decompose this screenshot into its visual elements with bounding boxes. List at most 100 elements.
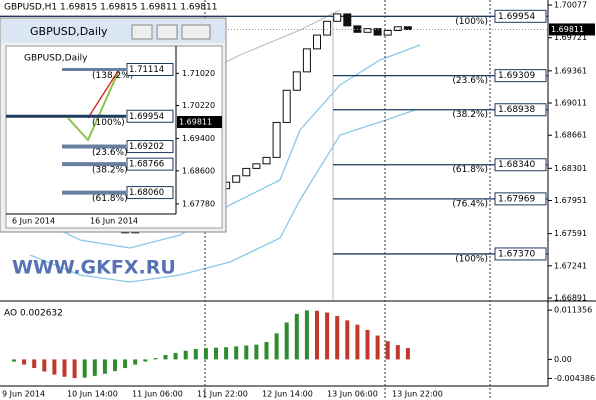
candle-body — [252, 163, 261, 169]
price-box — [126, 186, 174, 200]
candle-body — [333, 13, 342, 22]
y-tick-label: 1.68301 — [554, 164, 587, 173]
y-tick-label: 1.67241 — [554, 261, 587, 270]
candle-body — [282, 89, 291, 123]
ao-bar — [133, 359, 138, 365]
ao-bar — [244, 345, 249, 360]
y-tick-label: 1.70220 — [182, 101, 215, 110]
candle-body — [272, 121, 281, 158]
ao-bar — [385, 341, 390, 360]
candle-body — [313, 34, 321, 50]
ao-bar — [234, 346, 239, 360]
ao-bar — [203, 348, 208, 360]
y-tick-label: 1.68661 — [554, 131, 587, 140]
candle-body — [262, 156, 271, 165]
fib-level-price: 1.71114 — [129, 65, 164, 75]
candle-body — [323, 20, 332, 36]
envelope-lower — [29, 109, 416, 283]
candle-body — [232, 175, 241, 183]
y-tick-label: 1.68600 — [182, 166, 215, 175]
ao-bar — [173, 352, 178, 360]
ao-bar — [72, 359, 77, 379]
ao-bar — [153, 358, 158, 360]
envelope-upper — [29, 44, 421, 249]
ao-bar — [52, 359, 57, 375]
candle-body — [302, 48, 311, 73]
ao-bar — [143, 359, 148, 362]
fib-level-name: (61.8%) — [452, 165, 488, 175]
ao-bar — [315, 310, 319, 360]
ao-bar — [193, 348, 198, 360]
price-box — [494, 69, 547, 83]
y-tick-label: 1.69011 — [554, 99, 587, 108]
ao-bar — [395, 345, 400, 360]
ao-bar — [183, 350, 188, 360]
ao-bar — [355, 324, 360, 360]
y-tick-label: 1.67591 — [554, 229, 587, 238]
fib-level-price: 1.69954 — [129, 112, 164, 122]
ao-bar — [365, 329, 370, 360]
fib-level-price: 1.69954 — [498, 12, 535, 22]
candle-body — [383, 29, 392, 36]
last-price: 1.69811 — [179, 118, 212, 127]
y-tick-label: -0.004386 — [554, 374, 595, 383]
ao-bar — [102, 359, 107, 374]
price-box — [494, 247, 547, 261]
x-tick-label: 13 Jun 22:00 — [392, 390, 443, 399]
fib-level-price: 1.68766 — [129, 160, 164, 170]
candle-body — [403, 26, 412, 31]
fib-level-price: 1.69202 — [129, 142, 164, 152]
x-tick-label: 10 Jun 14:00 — [67, 390, 118, 399]
y-tick-label: 1.69400 — [182, 134, 215, 143]
price-box — [494, 103, 547, 117]
candle-body — [242, 167, 251, 177]
y-tick-label: 1.67951 — [554, 196, 587, 205]
projection — [87, 67, 121, 119]
fib-level-name: (100%) — [92, 118, 125, 128]
price-box — [126, 109, 174, 123]
y-tick-label: 1.70077 — [554, 1, 587, 10]
maximize-button[interactable] — [156, 24, 178, 40]
price-box — [494, 158, 547, 172]
ao-bar — [123, 359, 128, 369]
ao-bar — [82, 359, 87, 378]
fib-level-name: (23.6%) — [452, 76, 488, 86]
fib-level-price: 1.68060 — [129, 188, 164, 198]
price-box — [494, 9, 547, 23]
price-box — [126, 63, 174, 77]
ao-bar — [32, 359, 37, 369]
fib-level-price: 1.67969 — [498, 194, 535, 204]
y-tick-label: 1.67780 — [182, 199, 215, 208]
fib-level-name: (100%) — [455, 254, 488, 264]
ao-bar — [42, 359, 47, 372]
fib-level-price: 1.67370 — [498, 249, 535, 259]
fib-level-price: 1.68340 — [498, 160, 535, 170]
x-tick-label: 11 Jun 22:00 — [197, 390, 248, 399]
inset-window: GBPUSD,Daily GBPUSD,Daily 1.71020 1.70220… — [0, 17, 227, 233]
fib-level-name: (61.8%) — [92, 194, 128, 204]
ao-bar — [375, 335, 380, 360]
watermark: WWW.GKFX.RU — [12, 257, 176, 279]
ao-bar — [163, 355, 168, 360]
ao-bar — [345, 320, 350, 360]
zigzag — [67, 67, 121, 142]
fib-level-name: (38.2%) — [452, 110, 488, 120]
candle-body — [373, 28, 382, 36]
ao-bar — [274, 333, 279, 360]
minimize-button[interactable] — [131, 24, 153, 40]
indicator-title: AO 0.002632 — [4, 309, 63, 319]
x-tick-label: 16 Jun 2014 — [90, 217, 138, 226]
ao-bar — [405, 348, 410, 360]
ao-bar — [214, 347, 218, 360]
ao-bar — [92, 359, 97, 376]
candle-body — [393, 26, 402, 31]
inset-title: GBPUSD,Daily — [24, 54, 88, 64]
candle-body — [363, 28, 372, 33]
y-tick-label: 1.69361 — [554, 66, 587, 75]
ao-bar — [62, 359, 67, 377]
chart-title: GBPUSD,H1 1.69815 1.69815 1.69811 1.6981… — [4, 3, 217, 13]
ao-bar — [304, 310, 309, 360]
close-button[interactable] — [181, 24, 211, 40]
ao-bar — [12, 359, 16, 362]
